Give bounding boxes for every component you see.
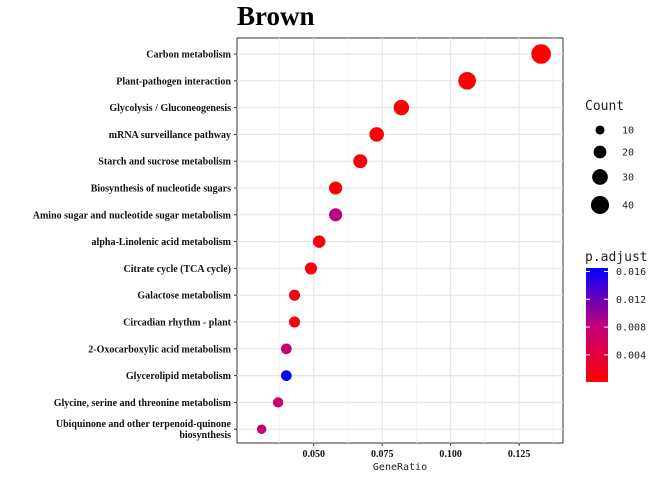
count-legend-title: Count — [585, 99, 624, 114]
data-point — [329, 208, 343, 222]
chart-title: Brown — [237, 1, 315, 31]
data-point — [353, 154, 368, 169]
y-tick-label: Glycolysis / Gluconeogenesis — [109, 103, 231, 114]
data-point — [329, 181, 343, 195]
count-legend-dot — [595, 125, 605, 135]
data-point — [272, 397, 284, 408]
data-point — [458, 71, 476, 90]
data-point — [393, 99, 410, 116]
y-tick-label: alpha-Linolenic acid metabolism — [92, 237, 232, 248]
p-adjust-legend-label: 0.008 — [616, 323, 646, 334]
y-tick-label: Biosynthesis of nucleotide sugars — [91, 184, 231, 195]
y-tick-label: Citrate cycle (TCA cycle) — [124, 264, 231, 275]
y-tick-label: 2-Oxocarboxylic acid metabolism — [88, 344, 231, 355]
y-tick-label: Starch and sucrose metabolism — [98, 157, 231, 168]
count-legend-label: 10 — [622, 126, 634, 137]
data-points — [256, 44, 551, 434]
count-legend-label: 40 — [622, 201, 634, 212]
p-adjust-legend-title: p.adjust — [585, 250, 648, 265]
x-tick-label: 0.075 — [371, 449, 394, 460]
data-point — [312, 235, 326, 248]
x-axis-ticks: 0.050 0.075 0.100 0.125 — [302, 443, 530, 460]
x-axis-label: GeneRatio — [373, 462, 427, 473]
p-adjust-legend: p.adjust 0.004 0.008 0.012 0.016 — [585, 250, 648, 382]
x-tick-label: 0.100 — [439, 449, 462, 460]
y-axis-labels: Carbon metabolism Plant-pathogen interact… — [33, 50, 237, 441]
count-legend: Count 10 20 30 40 — [585, 99, 634, 215]
y-tick-label: Plant-pathogen interaction — [116, 76, 231, 87]
y-tick-label: biosynthesis — [179, 430, 231, 441]
x-tick-label: 0.125 — [508, 449, 531, 460]
data-point — [304, 262, 318, 275]
p-adjust-legend-label: 0.004 — [616, 350, 646, 361]
y-tick-label: Amino sugar and nucleotide sugar metabol… — [33, 210, 232, 221]
data-point — [288, 316, 301, 328]
y-tick-label: Glycine, serine and threonine metabolism — [54, 398, 232, 409]
data-point — [280, 370, 292, 381]
y-tick-label: Galactose metabolism — [137, 291, 231, 302]
count-legend-dot — [593, 145, 607, 159]
count-legend-dot — [590, 195, 610, 215]
count-legend-dot — [592, 169, 608, 185]
p-adjust-legend-label: 0.012 — [616, 295, 646, 306]
grid-lines — [237, 38, 563, 443]
count-legend-label: 30 — [622, 173, 634, 184]
y-tick-label: Circadian rhythm - plant — [123, 318, 232, 329]
data-point — [256, 424, 267, 434]
count-legend-label: 20 — [622, 148, 634, 159]
plot-panel — [236, 37, 564, 444]
y-tick-label: Ubiquinone and other terpenoid-quinone — [56, 419, 232, 430]
y-tick-label: mRNA surveillance pathway — [109, 130, 231, 141]
x-tick-label: 0.050 — [302, 449, 325, 460]
p-adjust-legend-label: 0.016 — [616, 267, 646, 278]
data-point — [280, 343, 292, 355]
y-tick-label: Glycerolipid metabolism — [126, 371, 232, 382]
data-point — [288, 289, 301, 301]
data-point — [531, 44, 551, 64]
y-tick-label: Carbon metabolism — [146, 50, 231, 61]
data-point — [369, 127, 385, 142]
p-adjust-colorbar — [586, 268, 608, 382]
